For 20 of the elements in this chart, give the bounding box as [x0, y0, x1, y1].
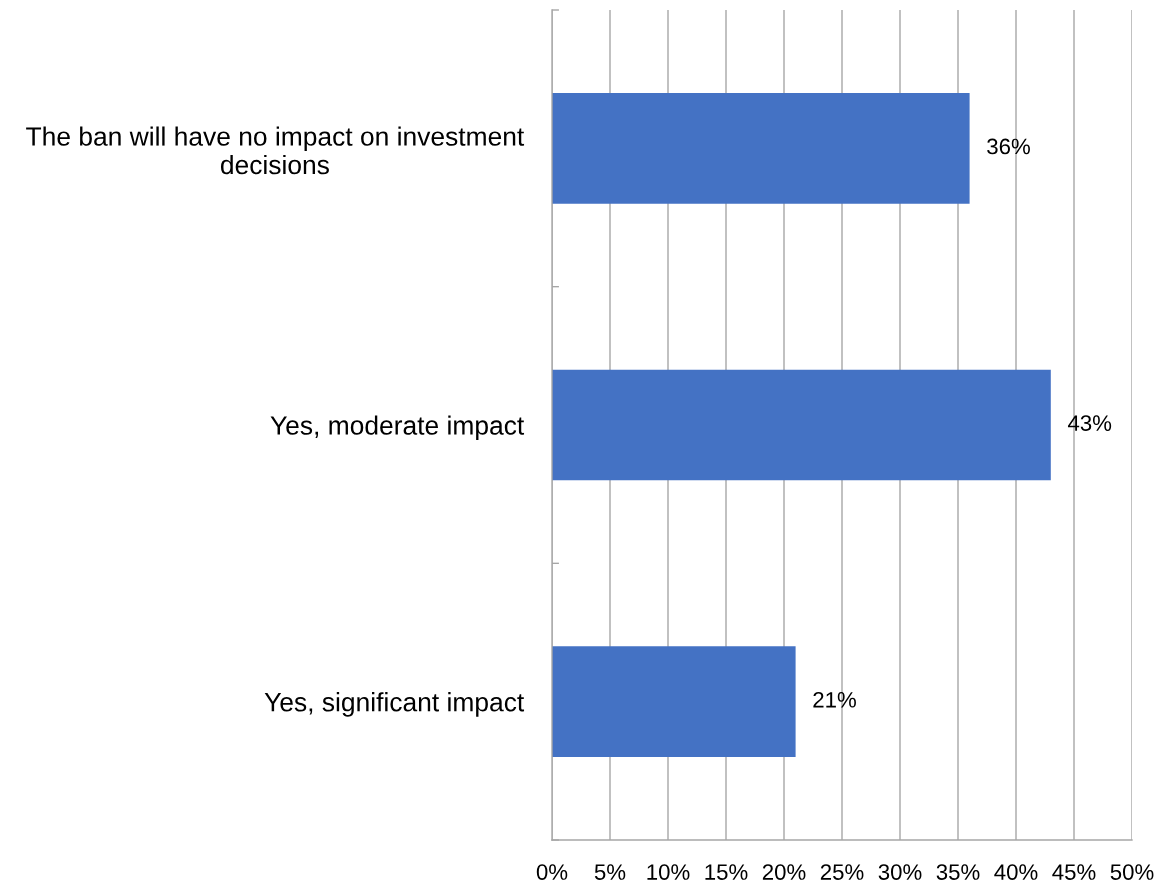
x-tick-label: 25% — [820, 864, 864, 880]
y-tick-label: The ban will have no impact on investment decisions — [26, 126, 525, 175]
x-tick-label: 10% — [647, 864, 690, 880]
bar — [552, 93, 970, 204]
bar — [552, 646, 796, 757]
x-tick-label: 35% — [936, 864, 980, 880]
data-label: 36% — [987, 138, 1030, 155]
y-tick-label: Yes, moderate impact — [270, 415, 525, 441]
x-tick-label: 15% — [705, 864, 748, 880]
x-tick-label: 5% — [594, 864, 626, 880]
data-label: 21% — [813, 691, 856, 708]
x-tick-label: 30% — [878, 864, 922, 880]
x-tick-label: 50% — [1110, 864, 1154, 880]
x-tick-label: 0% — [536, 864, 568, 880]
data-label: 43% — [1067, 415, 1112, 431]
y-tick-label: Yes, significant impact — [264, 692, 525, 717]
x-tick-label: 40% — [994, 864, 1038, 880]
x-tick-label: 45% — [1052, 864, 1096, 880]
bar — [552, 369, 1051, 481]
x-tick-label: 20% — [762, 864, 806, 880]
